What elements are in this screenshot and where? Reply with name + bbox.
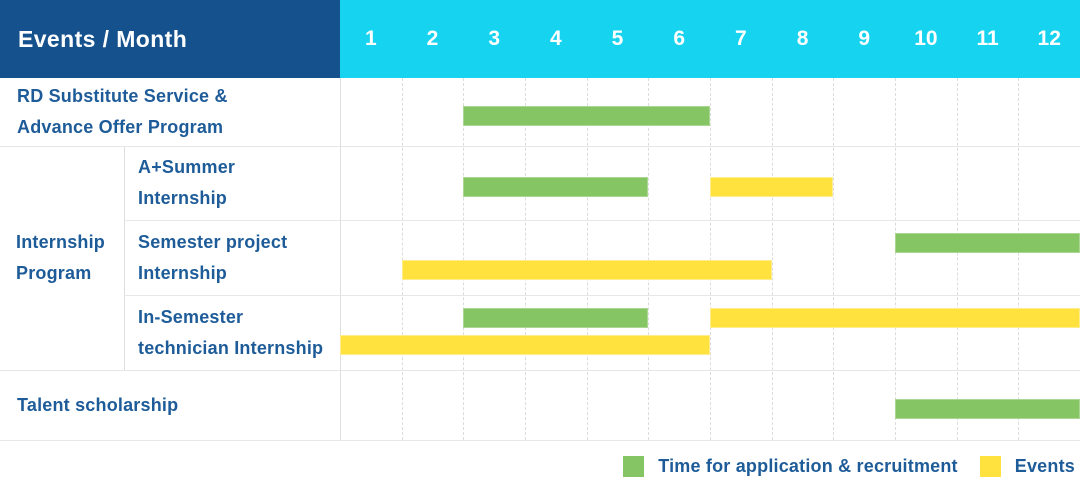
- month-gridline: [401, 78, 403, 440]
- bar-in-semester-technician-internship-application: [463, 308, 649, 328]
- month-header-2: 2: [426, 27, 439, 50]
- month-header-3: 3: [488, 27, 501, 50]
- month-gridline: [956, 78, 958, 440]
- month-gridline: [710, 78, 711, 440]
- row-label-a-summer-internship: A+Summer Internship: [124, 146, 340, 220]
- group-subrow-divider: [124, 146, 125, 370]
- row-label-line: A+Summer: [138, 157, 236, 177]
- row-label-line: technician Internship: [138, 337, 324, 358]
- legend-item-application: Time for application & recruitment: [623, 456, 958, 477]
- row-divider: [0, 146, 1080, 147]
- bar-in-semester-technician-internship-event: [340, 335, 710, 355]
- month-header-12: 12: [1037, 27, 1061, 50]
- row-divider: [0, 370, 1080, 371]
- group-label-line: Internship: [16, 232, 106, 252]
- table-bottom-border: [0, 440, 1080, 441]
- month-gridline: [525, 78, 526, 440]
- month-gridline: [895, 78, 896, 440]
- row-label-talent-scholarship: Talent scholarship: [0, 370, 340, 440]
- month-header-4: 4: [550, 27, 562, 50]
- row-label-line: Internship: [138, 188, 228, 208]
- bar-talent-scholarship-application: [895, 399, 1080, 419]
- subrow-divider: [124, 220, 1080, 221]
- row-label-line: Talent scholarship: [17, 394, 179, 415]
- bar-a-summer-internship-event: [710, 177, 834, 197]
- table-header-row: Events / Month 1 2 3 4 5 6 7 8 9 10 11 12: [0, 0, 1080, 78]
- legend-swatch-application-icon: [623, 456, 645, 477]
- month-header: 1 2 3 4 5 6 7 8 9 10 11 12: [340, 0, 1080, 78]
- bar-semester-project-internship-event: [401, 260, 772, 280]
- month-gridline: [1018, 78, 1020, 440]
- group-label-internship-program: Internship Program: [0, 146, 124, 370]
- legend-item-event: Events: [979, 456, 1075, 477]
- row-label-line: RD Substitute Service &: [17, 86, 228, 106]
- month-gridline: [771, 78, 773, 440]
- bar-in-semester-technician-internship-event: [710, 308, 1080, 328]
- month-header-11: 11: [976, 27, 999, 50]
- subrow-divider: [124, 295, 1080, 296]
- legend-label-event: Events: [1014, 456, 1075, 476]
- month-header-5: 5: [611, 27, 624, 50]
- row-label-in-semester-technician-internship: In-Semester technician Internship: [124, 295, 340, 370]
- row-label-line: Semester project: [138, 231, 288, 252]
- month-header-6: 6: [673, 27, 686, 50]
- row-label-semester-project-internship: Semester project Internship: [124, 220, 340, 295]
- month-header-7: 7: [735, 27, 747, 50]
- row-label-rd-substitute: RD Substitute Service & Advance Offer Pro…: [0, 78, 340, 146]
- bar-semester-project-internship-application: [895, 233, 1080, 253]
- row-label-line: In-Semester: [138, 306, 244, 327]
- row-label-line: Internship: [138, 262, 228, 283]
- month-header-10: 10: [914, 27, 938, 50]
- legend-label-application: Time for application & recruitment: [658, 456, 958, 476]
- month-header-8: 8: [796, 27, 809, 50]
- bar-rd-substitute-application: [463, 106, 710, 126]
- month-gridline: [833, 78, 835, 440]
- bar-a-summer-internship-application: [463, 177, 649, 197]
- header-title: Events / Month: [18, 25, 188, 52]
- group-label-line: Program: [16, 263, 92, 283]
- table-body: Internship Program RD Substitute Service &…: [0, 78, 1080, 441]
- legend-swatch-event-icon: [979, 456, 1001, 477]
- month-gridline: [463, 78, 465, 440]
- legend: Time for application & recruitment Events: [623, 456, 1075, 477]
- month-gridline: [648, 78, 650, 440]
- month-gridline: [586, 78, 588, 440]
- label-chart-divider: [340, 78, 341, 440]
- row-label-line: Advance Offer Program: [17, 117, 224, 137]
- month-header-9: 9: [858, 27, 871, 50]
- header-title-cell: Events / Month: [0, 0, 340, 78]
- month-header-1: 1: [364, 27, 377, 50]
